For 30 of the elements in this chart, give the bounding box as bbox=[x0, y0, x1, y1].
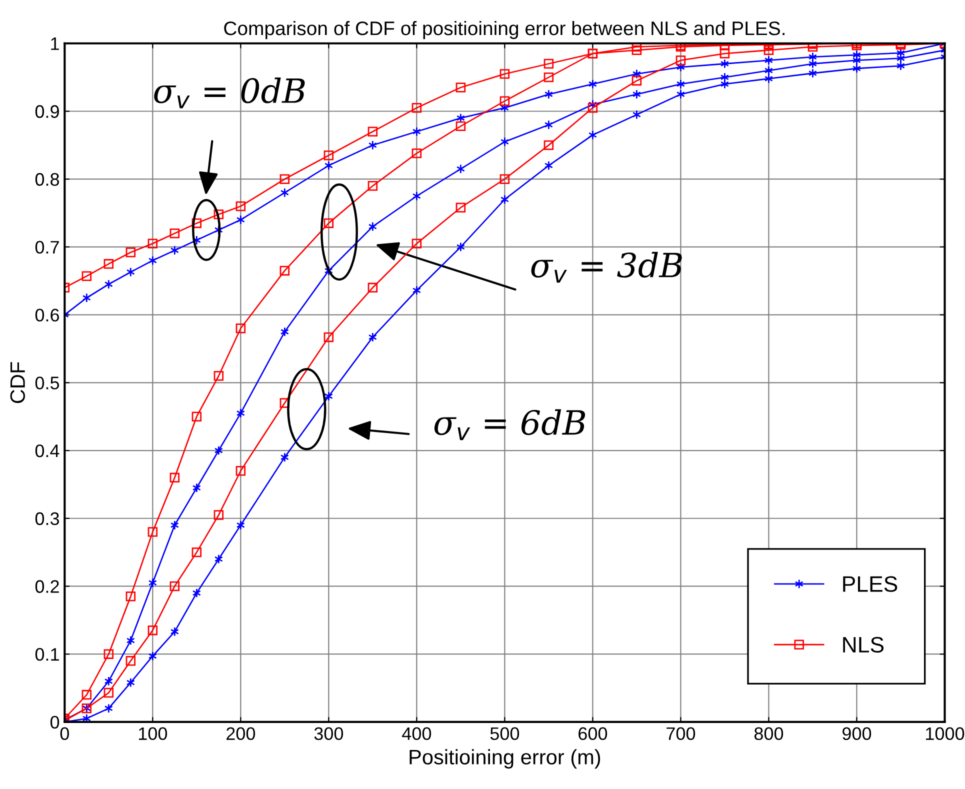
y-tick-label: 0 bbox=[50, 716, 60, 729]
chart-title: Comparison of CDF of positioining error between NLS and PLES. bbox=[224, 20, 784, 40]
x-tick-label: 300 bbox=[314, 727, 344, 740]
annotation: σ$_{v}$ = 6dB bbox=[434, 409, 586, 440]
x-tick-label: 600 bbox=[578, 727, 608, 740]
x-tick-label: 100 bbox=[138, 727, 168, 740]
x-tick-label: 700 bbox=[666, 727, 696, 740]
legend-label: PLES bbox=[843, 576, 898, 592]
x-axis-title: Positioining error (m) bbox=[410, 749, 600, 769]
y-tick-label: 0.9 bbox=[35, 105, 59, 118]
y-tick-label: 0.2 bbox=[35, 580, 59, 593]
x-tick-label: 900 bbox=[842, 727, 872, 740]
x-tick-label: 1000 bbox=[926, 727, 964, 740]
legend-label: NLS bbox=[843, 636, 884, 653]
y-tick-label: 0.8 bbox=[35, 173, 60, 186]
annotation: σ$_{v}$ = 0dB bbox=[154, 77, 305, 108]
y-axis-title: CDF bbox=[10, 362, 26, 404]
y-tick-label: 0.6 bbox=[35, 308, 60, 322]
y-tick-label: 0.1 bbox=[35, 648, 59, 661]
x-tick-label: 800 bbox=[754, 727, 784, 740]
y-tick-label: 1 bbox=[51, 38, 59, 50]
x-tick-label: 0 bbox=[60, 727, 69, 740]
x-tick-label: 400 bbox=[402, 727, 432, 740]
x-tick-label: 200 bbox=[226, 727, 256, 740]
y-tick-label: 0.4 bbox=[35, 444, 60, 458]
annotation: σ$_{v}$ = 3dB bbox=[531, 252, 682, 283]
y-tick-label: 0.3 bbox=[35, 512, 60, 526]
y-tick-label: 0.7 bbox=[35, 240, 59, 254]
x-tick-label: 500 bbox=[490, 727, 520, 740]
y-tick-label: 0.5 bbox=[35, 376, 60, 390]
